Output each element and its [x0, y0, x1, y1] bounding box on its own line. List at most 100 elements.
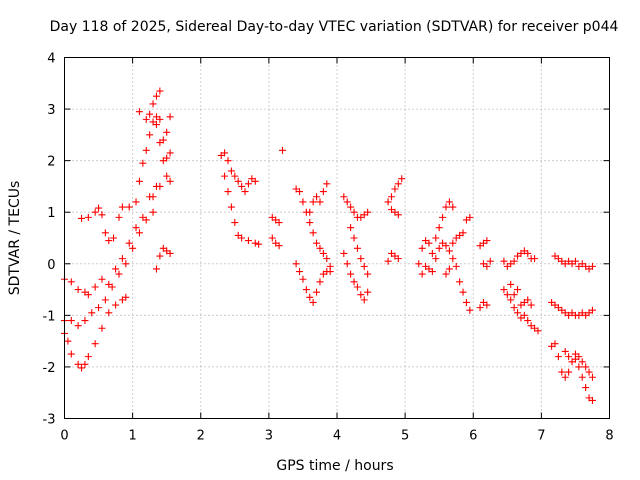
- data-point: [347, 203, 355, 211]
- data-point: [364, 288, 372, 296]
- data-point: [582, 384, 590, 392]
- data-point: [149, 208, 157, 216]
- data-point: [125, 203, 133, 211]
- series-track-k: [384, 175, 406, 265]
- data-point: [514, 286, 522, 294]
- data-point: [449, 239, 457, 247]
- data-point: [279, 146, 286, 154]
- data-point: [74, 286, 82, 294]
- data-point: [432, 255, 440, 263]
- data-point: [466, 306, 474, 314]
- data-point: [561, 347, 569, 355]
- data-point: [122, 293, 130, 301]
- data-point: [166, 177, 174, 185]
- data-point: [350, 208, 358, 216]
- y-tick-label: 4: [47, 52, 55, 67]
- data-point: [435, 224, 443, 232]
- data-point: [439, 213, 447, 221]
- data-point: [554, 353, 562, 361]
- data-point: [588, 306, 596, 314]
- data-point: [340, 193, 348, 201]
- data-point: [163, 128, 171, 136]
- y-tick-label: -3: [43, 413, 56, 428]
- data-point: [452, 262, 460, 270]
- data-point: [112, 265, 120, 273]
- data-points: [61, 87, 596, 404]
- data-point: [418, 270, 426, 278]
- data-point: [81, 360, 89, 368]
- data-point: [64, 337, 72, 345]
- y-tick-label: 2: [47, 155, 55, 170]
- data-point: [486, 257, 494, 265]
- x-tick-label: 0: [60, 429, 68, 444]
- data-point: [81, 317, 89, 325]
- chart-title: Day 118 of 2025, Sidereal Day-to-day VTE…: [50, 19, 619, 35]
- data-point: [432, 234, 440, 242]
- data-point: [415, 260, 423, 268]
- data-point: [571, 257, 579, 265]
- data-point: [149, 193, 157, 201]
- x-tick-label: 2: [197, 429, 205, 444]
- data-point: [418, 244, 426, 252]
- data-point: [391, 185, 399, 193]
- series-track-j: [340, 193, 372, 304]
- data-point: [510, 257, 518, 265]
- data-point: [364, 270, 372, 278]
- axis-ticks: [64, 57, 610, 419]
- data-point: [507, 296, 515, 304]
- data-point: [360, 296, 368, 304]
- data-point: [350, 278, 358, 286]
- data-point: [91, 340, 99, 348]
- data-point: [384, 198, 392, 206]
- data-point: [394, 180, 402, 188]
- data-point: [142, 115, 150, 123]
- data-point: [166, 113, 174, 121]
- data-point: [588, 396, 596, 404]
- data-point: [251, 177, 259, 185]
- data-point: [125, 239, 133, 247]
- data-point: [105, 237, 113, 245]
- data-point: [582, 363, 590, 371]
- series-track-i: [292, 180, 334, 306]
- data-point: [110, 234, 118, 242]
- data-point: [95, 304, 103, 312]
- data-point: [428, 268, 436, 276]
- data-point: [394, 255, 402, 263]
- data-point: [255, 240, 263, 248]
- data-point: [227, 203, 235, 211]
- data-point: [428, 249, 436, 257]
- data-point: [456, 278, 464, 286]
- data-point: [108, 283, 116, 291]
- data-point: [244, 180, 252, 188]
- data-point: [88, 309, 96, 317]
- data-point: [118, 255, 126, 263]
- data-point: [357, 291, 365, 299]
- data-point: [514, 309, 522, 317]
- data-point: [241, 188, 249, 196]
- data-point: [132, 198, 140, 206]
- data-point: [101, 229, 109, 237]
- data-point: [268, 234, 276, 242]
- data-point: [585, 368, 593, 376]
- data-point: [98, 324, 106, 332]
- x-tick-label: 6: [469, 429, 477, 444]
- data-point: [115, 213, 123, 221]
- data-point: [353, 244, 361, 252]
- data-point: [132, 224, 140, 232]
- data-point: [476, 304, 484, 312]
- data-point: [306, 293, 314, 301]
- data-point: [152, 265, 160, 273]
- y-axis-label: SDTVAR / TECUs: [7, 181, 23, 296]
- data-point: [500, 257, 508, 265]
- data-point: [67, 350, 75, 358]
- data-point: [565, 368, 573, 376]
- series-track-m: [476, 237, 494, 312]
- x-axis-tick-labels: 0 1 2 3 4 5 6 7 8: [60, 429, 613, 444]
- data-point: [156, 87, 164, 95]
- x-tick-label: 8: [605, 429, 613, 444]
- data-point: [313, 288, 321, 296]
- y-tick-label: -2: [43, 361, 56, 376]
- data-point: [445, 265, 453, 273]
- data-point: [91, 283, 99, 291]
